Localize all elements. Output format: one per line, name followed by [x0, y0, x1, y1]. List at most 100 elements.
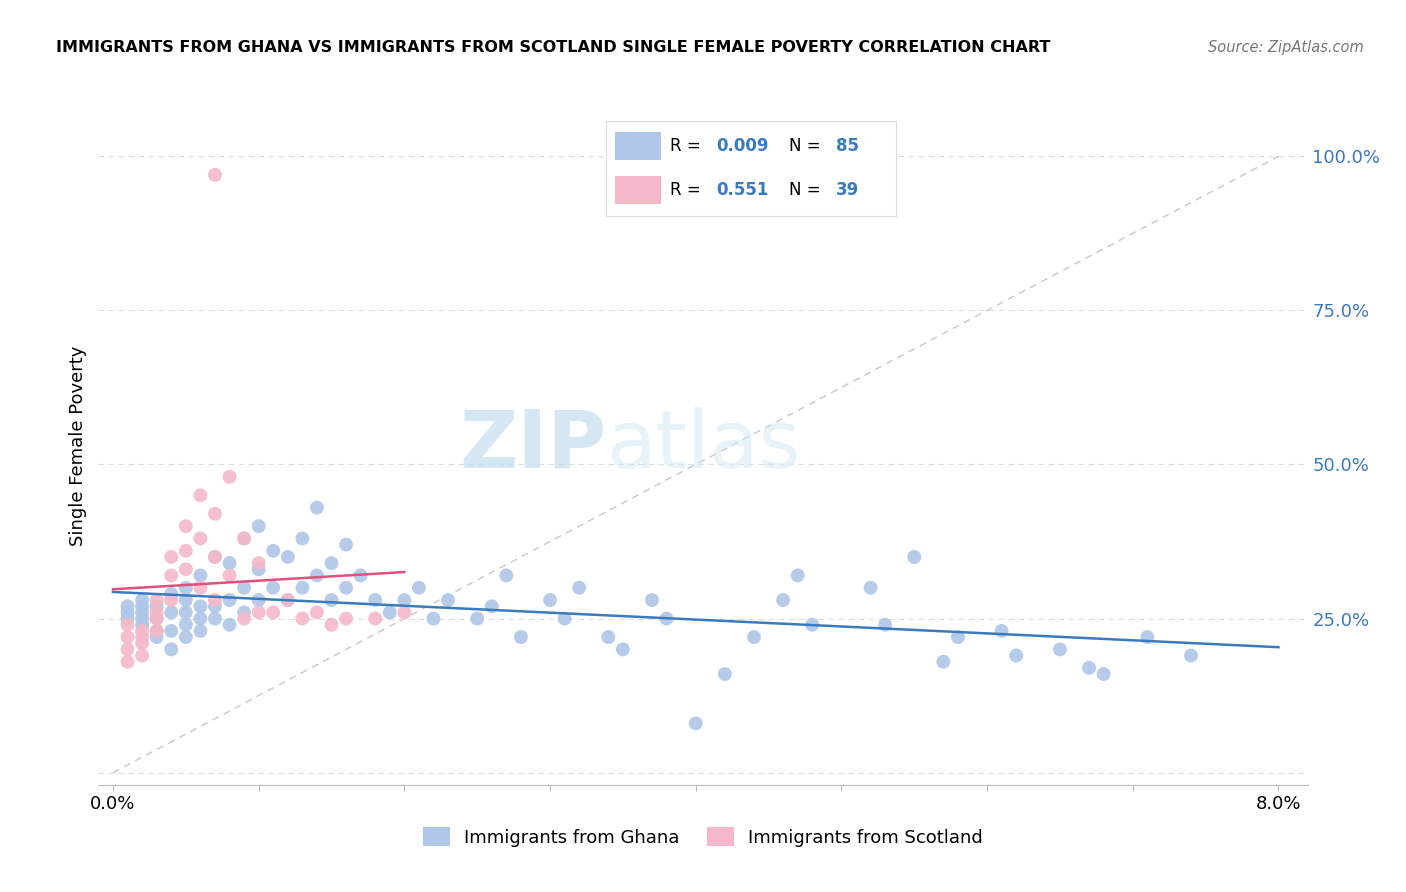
Point: [204, 507, 226, 521]
Point: [321, 593, 343, 607]
Point: [321, 556, 343, 570]
Point: [218, 568, 240, 582]
Point: [145, 599, 167, 614]
Point: [174, 593, 197, 607]
Point: [145, 611, 167, 625]
Point: [394, 606, 416, 620]
Point: [190, 488, 212, 502]
Point: [204, 599, 226, 614]
Point: [1049, 642, 1071, 657]
Point: [801, 617, 824, 632]
Point: [291, 532, 314, 546]
Point: [786, 568, 808, 582]
Point: [190, 611, 212, 625]
Point: [364, 593, 387, 607]
Point: [117, 655, 139, 669]
Point: [131, 624, 153, 638]
Point: [174, 519, 197, 533]
Point: [233, 532, 256, 546]
Point: [364, 611, 387, 625]
Point: [305, 500, 328, 515]
Point: [291, 581, 314, 595]
Point: [990, 624, 1012, 638]
Point: [160, 593, 183, 607]
Text: IMMIGRANTS FROM GHANA VS IMMIGRANTS FROM SCOTLAND SINGLE FEMALE POVERTY CORRELAT: IMMIGRANTS FROM GHANA VS IMMIGRANTS FROM…: [56, 40, 1050, 55]
Point: [408, 581, 430, 595]
Point: [305, 606, 328, 620]
Point: [247, 593, 270, 607]
Point: [568, 581, 591, 595]
Point: [335, 581, 357, 595]
Point: [131, 648, 153, 663]
Point: [174, 606, 197, 620]
Point: [233, 606, 256, 620]
Point: [247, 562, 270, 576]
Point: [131, 599, 153, 614]
Point: [350, 568, 373, 582]
Point: [117, 617, 139, 632]
Point: [233, 532, 256, 546]
Point: [190, 624, 212, 638]
Point: [117, 611, 139, 625]
Point: [946, 630, 969, 644]
Point: [145, 611, 167, 625]
Point: [262, 581, 284, 595]
Point: [394, 593, 416, 607]
Point: [145, 624, 167, 638]
Point: [218, 556, 240, 570]
Point: [1180, 648, 1202, 663]
Point: [131, 593, 153, 607]
Point: [131, 611, 153, 625]
Point: [422, 611, 444, 625]
Point: [598, 630, 620, 644]
Point: [335, 611, 357, 625]
Point: [131, 636, 153, 650]
Point: [277, 549, 299, 564]
Text: ZIP: ZIP: [458, 407, 606, 485]
Point: [160, 549, 183, 564]
Point: [481, 599, 503, 614]
Point: [131, 606, 153, 620]
Point: [174, 581, 197, 595]
Point: [117, 606, 139, 620]
Point: [174, 617, 197, 632]
Point: [875, 617, 897, 632]
Point: [641, 593, 664, 607]
Point: [1092, 667, 1115, 681]
Point: [160, 624, 183, 638]
Point: [204, 593, 226, 607]
Point: [160, 642, 183, 657]
Point: [160, 606, 183, 620]
Point: [509, 630, 531, 644]
Point: [291, 611, 314, 625]
Point: [218, 593, 240, 607]
Point: [247, 606, 270, 620]
Point: [117, 599, 139, 614]
Point: [772, 593, 794, 607]
Point: [1136, 630, 1159, 644]
Point: [1078, 661, 1101, 675]
Point: [932, 655, 955, 669]
Point: [262, 606, 284, 620]
Point: [117, 642, 139, 657]
Point: [131, 630, 153, 644]
Point: [174, 562, 197, 576]
Point: [145, 624, 167, 638]
Point: [538, 593, 561, 607]
Point: [160, 568, 183, 582]
Point: [305, 568, 328, 582]
Point: [145, 593, 167, 607]
Point: [437, 593, 460, 607]
Point: [174, 543, 197, 558]
Point: [247, 556, 270, 570]
Point: [233, 581, 256, 595]
Point: [859, 581, 882, 595]
Legend: Immigrants from Ghana, Immigrants from Scotland: Immigrants from Ghana, Immigrants from S…: [416, 820, 990, 854]
Point: [117, 630, 139, 644]
Point: [465, 611, 488, 625]
Point: [204, 549, 226, 564]
Point: [612, 642, 634, 657]
Point: [204, 168, 226, 182]
Point: [218, 470, 240, 484]
Point: [655, 611, 678, 625]
